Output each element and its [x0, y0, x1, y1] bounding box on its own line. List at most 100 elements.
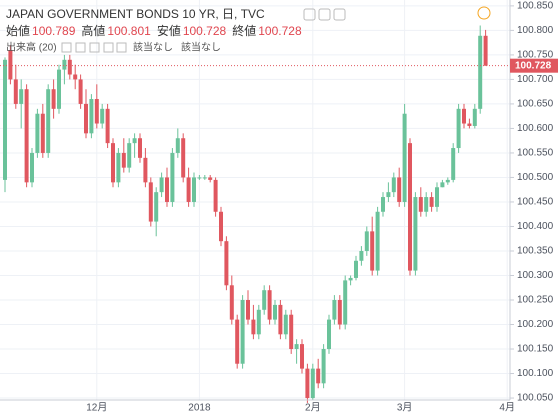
candle-body: [240, 300, 245, 364]
icon[interactable]: [303, 8, 316, 21]
candle-body: [251, 319, 256, 335]
candle-body: [273, 304, 277, 320]
icon[interactable]: [318, 8, 331, 21]
candle-body: [391, 177, 396, 193]
legend-label: 始値: [6, 23, 30, 38]
legend-value: 100.728: [183, 24, 227, 38]
y-tick-label: 100.700: [517, 74, 554, 85]
na-label: 該当なし: [181, 41, 221, 54]
candle-body: [235, 319, 240, 364]
candle-body: [359, 250, 364, 261]
y-tick-label: 100.650: [517, 99, 554, 110]
candle-body: [224, 241, 229, 286]
x-tick-label: 2018: [188, 403, 211, 414]
y-tick-label: 100.500: [517, 172, 554, 183]
icon[interactable]: [61, 42, 72, 53]
candle-body: [332, 300, 337, 320]
candle-body: [159, 177, 164, 193]
icon[interactable]: [89, 42, 100, 53]
icon[interactable]: [103, 42, 114, 53]
candle-body: [418, 197, 423, 212]
candle-body: [246, 300, 250, 320]
candle-body: [381, 197, 385, 212]
legend-value: 100.728: [258, 24, 302, 38]
y-tick-label: 100.200: [517, 319, 554, 330]
candle-body: [62, 59, 67, 70]
candle-body: [467, 123, 472, 126]
candle-body: [213, 179, 218, 212]
candle-body: [354, 260, 358, 278]
candle-body: [143, 157, 148, 183]
candle-body: [327, 319, 331, 350]
candle-body: [105, 108, 110, 144]
candle-body: [364, 231, 369, 251]
candle-body: [208, 177, 213, 180]
candle-body: [116, 152, 121, 183]
candle-body: [229, 285, 234, 320]
last-price-label: 100.728: [515, 60, 552, 71]
candle-body: [456, 108, 461, 149]
candle-body: [19, 89, 24, 104]
candle-body: [343, 280, 348, 325]
candle-body: [197, 177, 202, 179]
candle-body: [445, 179, 450, 183]
y-tick-label: 100.250: [517, 295, 554, 306]
candle-body: [300, 344, 304, 369]
chart-title: JAPAN GOVERNMENT BONDS 10 YR, 日, TVC: [6, 7, 265, 21]
y-tick-label: 100.450: [517, 197, 554, 208]
x-tick-label: 2月: [305, 402, 321, 414]
candle-body: [289, 314, 294, 350]
y-tick-label: 100.800: [517, 25, 554, 36]
candle-body: [89, 99, 94, 134]
candle-body: [30, 152, 34, 183]
icon[interactable]: [75, 42, 86, 53]
candle-body: [8, 50, 13, 80]
candle-body: [24, 89, 29, 183]
legend-label: 高値: [81, 23, 105, 38]
candle-body: [375, 211, 380, 271]
candle-body: [175, 138, 180, 153]
y-tick-label: 100.750: [517, 50, 554, 61]
legend-value: 100.789: [32, 24, 76, 38]
candle-body: [192, 177, 196, 202]
candle-body: [451, 148, 456, 180]
candle-body: [337, 300, 342, 325]
y-tick-label: 100.550: [517, 148, 554, 159]
candle-body: [348, 277, 353, 281]
candle-body: [165, 177, 169, 202]
candle-body: [408, 143, 412, 271]
candle-body: [132, 138, 137, 144]
candle-body: [219, 211, 223, 242]
candle-body: [51, 89, 56, 109]
last-price-box: [510, 58, 558, 73]
candle-body: [429, 197, 434, 207]
candle-body: [397, 177, 402, 202]
candle-body: [78, 79, 83, 104]
candle-body: [283, 314, 288, 335]
candle-body: [170, 152, 175, 202]
candle-body: [413, 197, 418, 271]
candle-body: [424, 197, 429, 212]
candle-body: [483, 35, 488, 66]
candle-body: [402, 113, 407, 202]
candle-body: [121, 152, 126, 168]
alert-icon[interactable]: [477, 6, 491, 20]
candle-body: [462, 108, 466, 124]
icon[interactable]: [333, 8, 346, 21]
y-tick-label: 100.050: [517, 393, 554, 404]
y-tick-label: 100.350: [517, 246, 554, 257]
candle-body: [262, 290, 267, 310]
candle-body: [386, 192, 391, 198]
candle-body: [148, 182, 153, 222]
candle-body: [472, 108, 477, 126]
candle-body: [316, 368, 321, 384]
y-tick-label: 100.850: [517, 1, 554, 12]
candle-body: [435, 187, 439, 207]
candle-body: [305, 368, 310, 399]
candle-body: [13, 79, 18, 104]
icon[interactable]: [116, 42, 127, 53]
candle-body: [256, 309, 261, 335]
candle-body: [46, 89, 51, 153]
